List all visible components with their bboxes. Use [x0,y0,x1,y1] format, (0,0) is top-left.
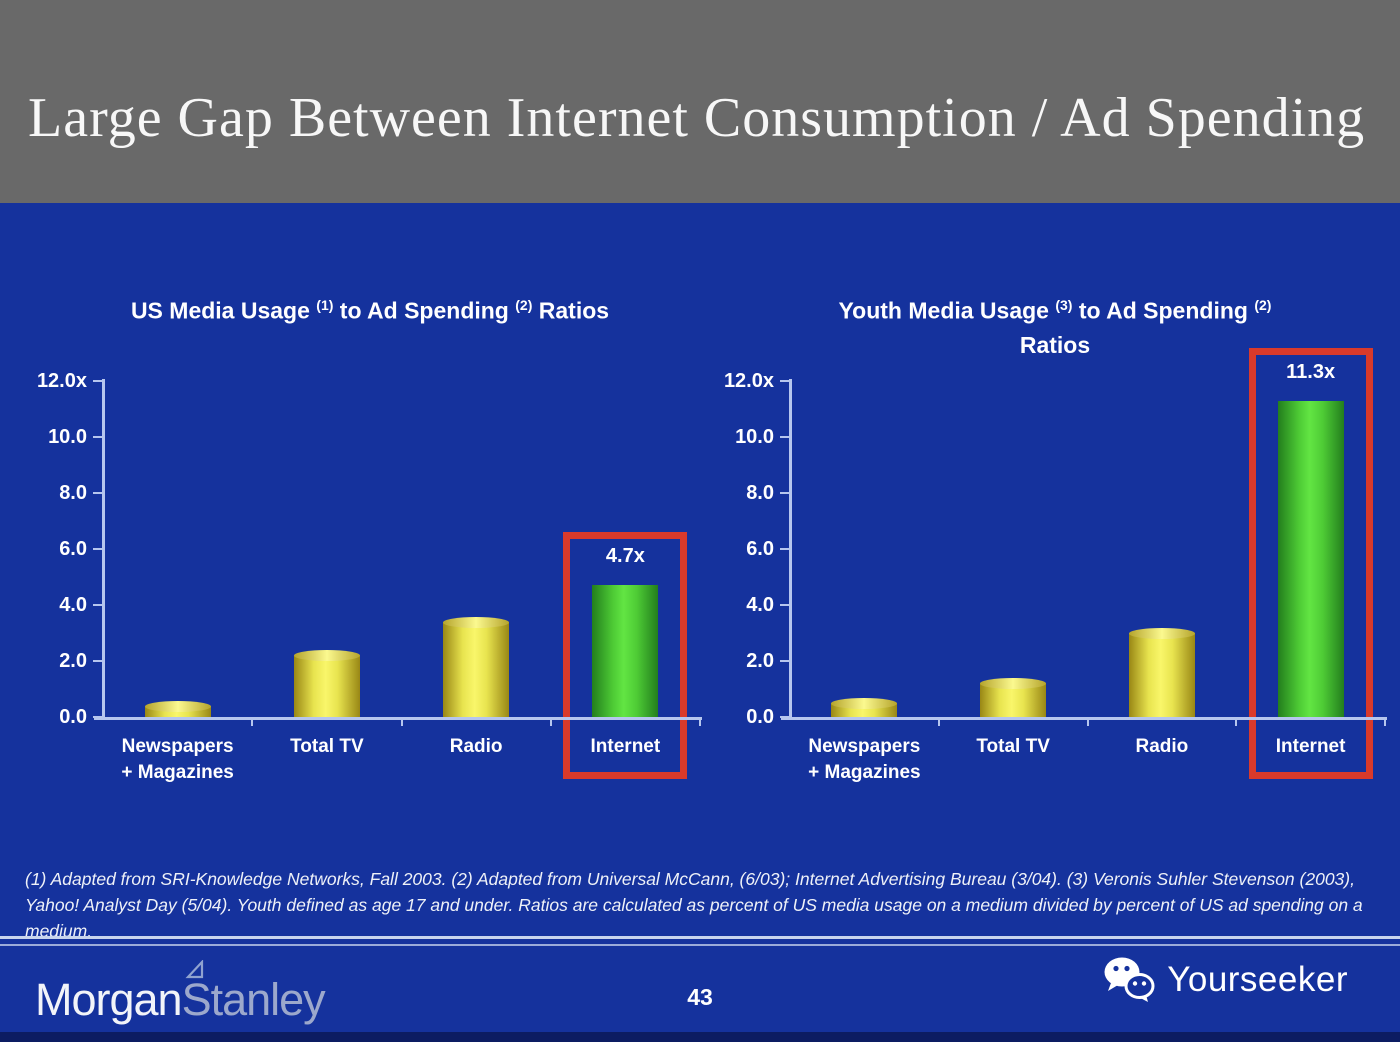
title-superscript: (3) [1055,297,1073,313]
x-tick [251,717,254,726]
y-tick-label: 8.0 [746,482,774,504]
logo-text-morgan: Morgan [35,974,183,1025]
title-text: to Ad Spending [1072,297,1255,324]
morgan-stanley-logo: MorganStanley [35,960,326,1026]
bar-cap [980,678,1047,690]
y-tick [780,716,790,718]
x-tick [549,717,552,726]
y-tick [93,716,103,718]
page-number: 43 [687,984,713,1010]
y-tick [780,548,790,550]
x-axis-line [94,717,702,720]
title-superscript: (1) [316,297,334,313]
title-text: to Ad Spending [333,297,516,324]
slide-title: Large Gap Between Internet Consumption /… [28,87,1366,149]
bar-cap [144,700,211,712]
title-superscript: (2) [1254,297,1272,313]
y-tick-label: 6.0 [746,538,774,560]
category-label: Internet [1275,736,1346,757]
title-text: US Media Usage [130,297,317,324]
bar-newspapers [144,700,211,717]
y-tick-label: 4.0 [746,594,774,616]
bar-total-tv [980,678,1047,717]
x-tick [937,717,940,726]
y-tick-label: 6.0 [59,538,87,560]
highlight-box [1248,347,1373,779]
footer-divider [0,936,1400,946]
morgan-stanley-triangle-icon [185,960,204,979]
chart-title: US Media Usage (1) to Ad Spending (2) Ra… [60,288,680,328]
y-tick-label: 10.0 [48,426,87,448]
y-tick-label: 10.0 [735,426,774,448]
bar-cap [443,616,510,628]
y-tick-label: 12.0x [36,370,87,392]
y-tick-label: 0.0 [59,706,87,728]
category-label: Newspapers [808,736,921,757]
category-label: Newspapers [121,736,234,757]
chart-title: Youth Media Usage (3) to Ad Spending (2)… [745,288,1365,362]
y-tick [780,604,790,606]
y-axis-line [789,379,792,719]
category-label: Radio [1135,736,1189,757]
y-tick [93,604,103,606]
y-tick-label: 4.0 [59,594,87,616]
y-tick [780,660,790,662]
bar-value-label: 11.3x [1286,360,1336,383]
y-tick-label: 2.0 [59,650,87,672]
category-label: Total TV [976,736,1050,757]
title-text: Ratios [532,297,610,324]
wechat-icon [1104,957,1155,1002]
y-tick [93,436,103,438]
highlight-box [563,532,688,779]
x-tick [699,717,701,726]
bar-value-label: 4.7x [605,545,645,568]
y-axis-line [102,379,105,719]
bar-total-tv [293,650,360,717]
bar-internet [592,585,659,717]
y-tick [93,548,103,550]
slide-header: Large Gap Between Internet Consumption /… [0,0,1400,203]
x-axis-line [781,717,1387,720]
bar-radio [1128,628,1195,717]
logo-text-stanley: Stanley [181,974,326,1025]
title-superscript: (2) [515,297,533,313]
category-label: Internet [590,736,661,757]
watermark: Yourseeker [1101,956,1348,1004]
x-tick [400,717,403,726]
footnote: (1) Adapted from SRI-Knowledge Networks,… [25,869,1363,941]
title-text: Youth Media Usage [838,297,1056,324]
watermark-text: Yourseeker [1167,960,1348,999]
title-text: Ratios [1019,331,1091,358]
x-tick [1235,717,1238,726]
bar-cap [293,650,360,662]
x-tick [1086,717,1089,726]
bar-radio [443,616,510,717]
y-tick [93,380,103,382]
bottom-strip [0,1032,1400,1042]
category-label: Radio [449,736,503,757]
y-tick [780,492,790,494]
bar-newspapers [831,698,898,717]
y-tick [780,380,790,382]
category-label: + Magazines [808,762,921,783]
y-tick [93,660,103,662]
y-tick [780,436,790,438]
y-tick [93,492,103,494]
category-label: + Magazines [121,762,234,783]
category-label: Total TV [290,736,364,757]
y-tick-label: 0.0 [746,706,774,728]
bar-cap [1128,628,1195,639]
y-tick-label: 2.0 [746,650,774,672]
y-tick-label: 12.0x [723,370,774,392]
x-tick [1384,717,1386,726]
y-tick-label: 8.0 [59,482,87,504]
bar-cap [831,698,898,709]
footer: MorganStanley 43 Yourseeker [0,944,1400,1042]
bar-internet [1277,400,1344,717]
